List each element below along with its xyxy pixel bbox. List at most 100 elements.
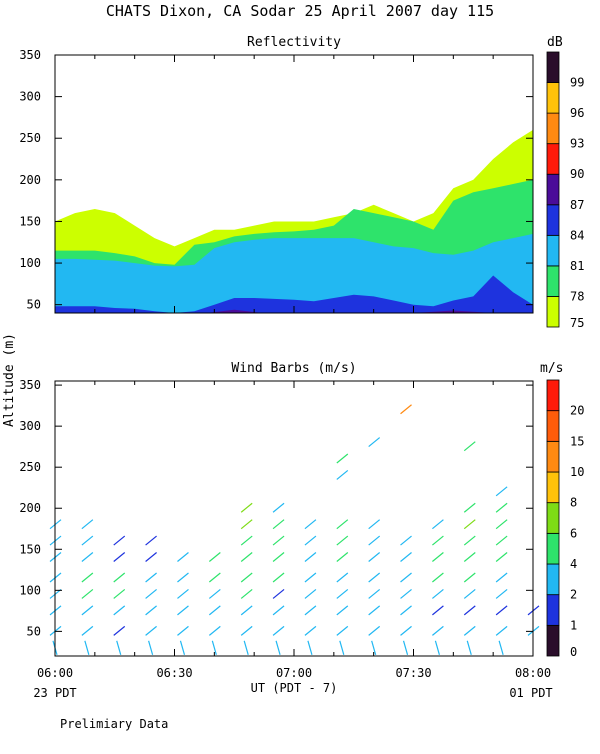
wind-barb <box>179 640 186 655</box>
wind-barb <box>307 640 313 655</box>
wind-barb-plot-area <box>49 404 540 655</box>
wind-barb <box>495 502 508 513</box>
wind-barb <box>272 625 285 636</box>
wind-barb <box>434 640 440 655</box>
wind-colorbar-label: m/s <box>540 361 563 376</box>
wind-barb <box>272 502 285 513</box>
wind-barb <box>304 552 317 562</box>
wind-barb <box>304 605 317 616</box>
wind-barb <box>368 588 381 599</box>
colorbar-swatch <box>546 532 560 565</box>
preliminary-note: Prelimiary Data <box>60 717 168 731</box>
wind-barb <box>304 519 317 530</box>
wind-barb <box>400 625 412 636</box>
wind-barb <box>304 625 317 636</box>
wind-barb <box>463 588 476 599</box>
colorbar-tick-label: 1 <box>570 618 577 632</box>
wind-barb <box>368 535 381 546</box>
colorbar-swatch <box>546 112 560 145</box>
y-tick-label: 100 <box>19 583 41 597</box>
reflectivity-colorbar-label: dB <box>547 35 563 50</box>
wind-barb <box>400 588 412 599</box>
wind-barb <box>336 588 349 599</box>
y-tick-label: 200 <box>19 173 41 187</box>
wind-barb <box>240 552 253 562</box>
colorbar-swatch <box>546 265 560 297</box>
wind-barb <box>177 588 189 599</box>
colorbar-swatch <box>546 471 560 504</box>
wind-barb <box>113 588 126 599</box>
y-tick-label: 50 <box>27 624 41 638</box>
colorbar-tick-label: 78 <box>570 289 584 303</box>
colorbar-swatch <box>546 143 560 175</box>
wind-barb <box>336 469 349 480</box>
wind-barb <box>498 640 504 655</box>
wind-barb <box>368 519 381 530</box>
y-tick-label: 300 <box>19 90 41 104</box>
wind-barb <box>240 588 253 599</box>
wind-barb <box>272 572 285 583</box>
y-tick-label: 250 <box>19 460 41 474</box>
x-tick-label: 07:00 <box>276 666 312 680</box>
wind-barb <box>336 625 349 636</box>
x-tick-label: 06:00 <box>37 666 73 680</box>
wind-barb <box>240 535 253 546</box>
x-tick-label: 07:30 <box>395 666 431 680</box>
wind-barb <box>495 519 508 530</box>
colorbar-tick-label: 87 <box>570 198 584 212</box>
reflectivity-band-84 <box>55 275 533 313</box>
wind-barb <box>463 625 476 636</box>
wind-barb <box>336 552 349 562</box>
colorbar-tick-label: 4 <box>570 557 577 571</box>
colorbar-swatch <box>546 51 560 83</box>
colorbar-tick-label: 96 <box>570 106 584 120</box>
reflectivity-title: Reflectivity <box>247 35 341 50</box>
wind-barb <box>148 640 154 655</box>
wind-barb <box>272 535 285 546</box>
wind-barb <box>208 572 221 583</box>
colorbar-tick-label: 15 <box>570 434 584 448</box>
wind-barb <box>368 552 381 562</box>
wind-barb <box>177 625 189 636</box>
wind-barb <box>432 625 444 636</box>
y-tick-label: 50 <box>27 298 41 312</box>
y-tick-label: 250 <box>19 131 41 145</box>
wind-barb <box>113 552 126 562</box>
wind-barb <box>272 519 285 530</box>
wind-barb <box>495 572 508 583</box>
colorbar-swatch <box>546 173 560 206</box>
colorbar-swatch <box>546 296 560 328</box>
wind-barb <box>463 502 476 513</box>
x-tick-label: 08:00 <box>515 666 551 680</box>
wind-barb <box>145 552 157 562</box>
colorbar-swatch <box>546 234 560 267</box>
reflectivity-plot-area <box>55 129 533 313</box>
left-footer: 23 PDT <box>33 686 76 700</box>
wind-barb <box>113 625 126 636</box>
colorbar-tick-label: 75 <box>570 316 584 330</box>
colorbar-tick-label: 8 <box>570 496 577 510</box>
wind-barb <box>368 572 381 583</box>
altitude-axis-label: Altitude (m) <box>2 333 17 427</box>
wind-barb <box>211 640 217 655</box>
colorbar-tick-label: 0 <box>570 645 577 659</box>
wind-barb <box>336 519 349 530</box>
wind-barb <box>81 625 94 636</box>
wind-barb <box>368 605 381 616</box>
wind-barb <box>463 572 476 583</box>
wind-barb <box>145 535 157 546</box>
colorbar-swatch <box>546 82 560 114</box>
wind-barb <box>432 572 444 583</box>
wind-barb <box>463 552 476 562</box>
wind-barb <box>81 535 94 546</box>
wind-barb <box>243 640 249 655</box>
wind-barb <box>240 572 253 583</box>
colorbar-swatch <box>546 204 560 236</box>
wind-barb <box>432 588 444 599</box>
wind-barb <box>368 437 381 448</box>
wind-barb <box>113 535 126 546</box>
wind-barb <box>177 572 189 583</box>
reflectivity-colorbar: 75 78 81 84 87 90 93 96 99 <box>546 51 584 330</box>
y-tick-label: 100 <box>19 256 41 270</box>
